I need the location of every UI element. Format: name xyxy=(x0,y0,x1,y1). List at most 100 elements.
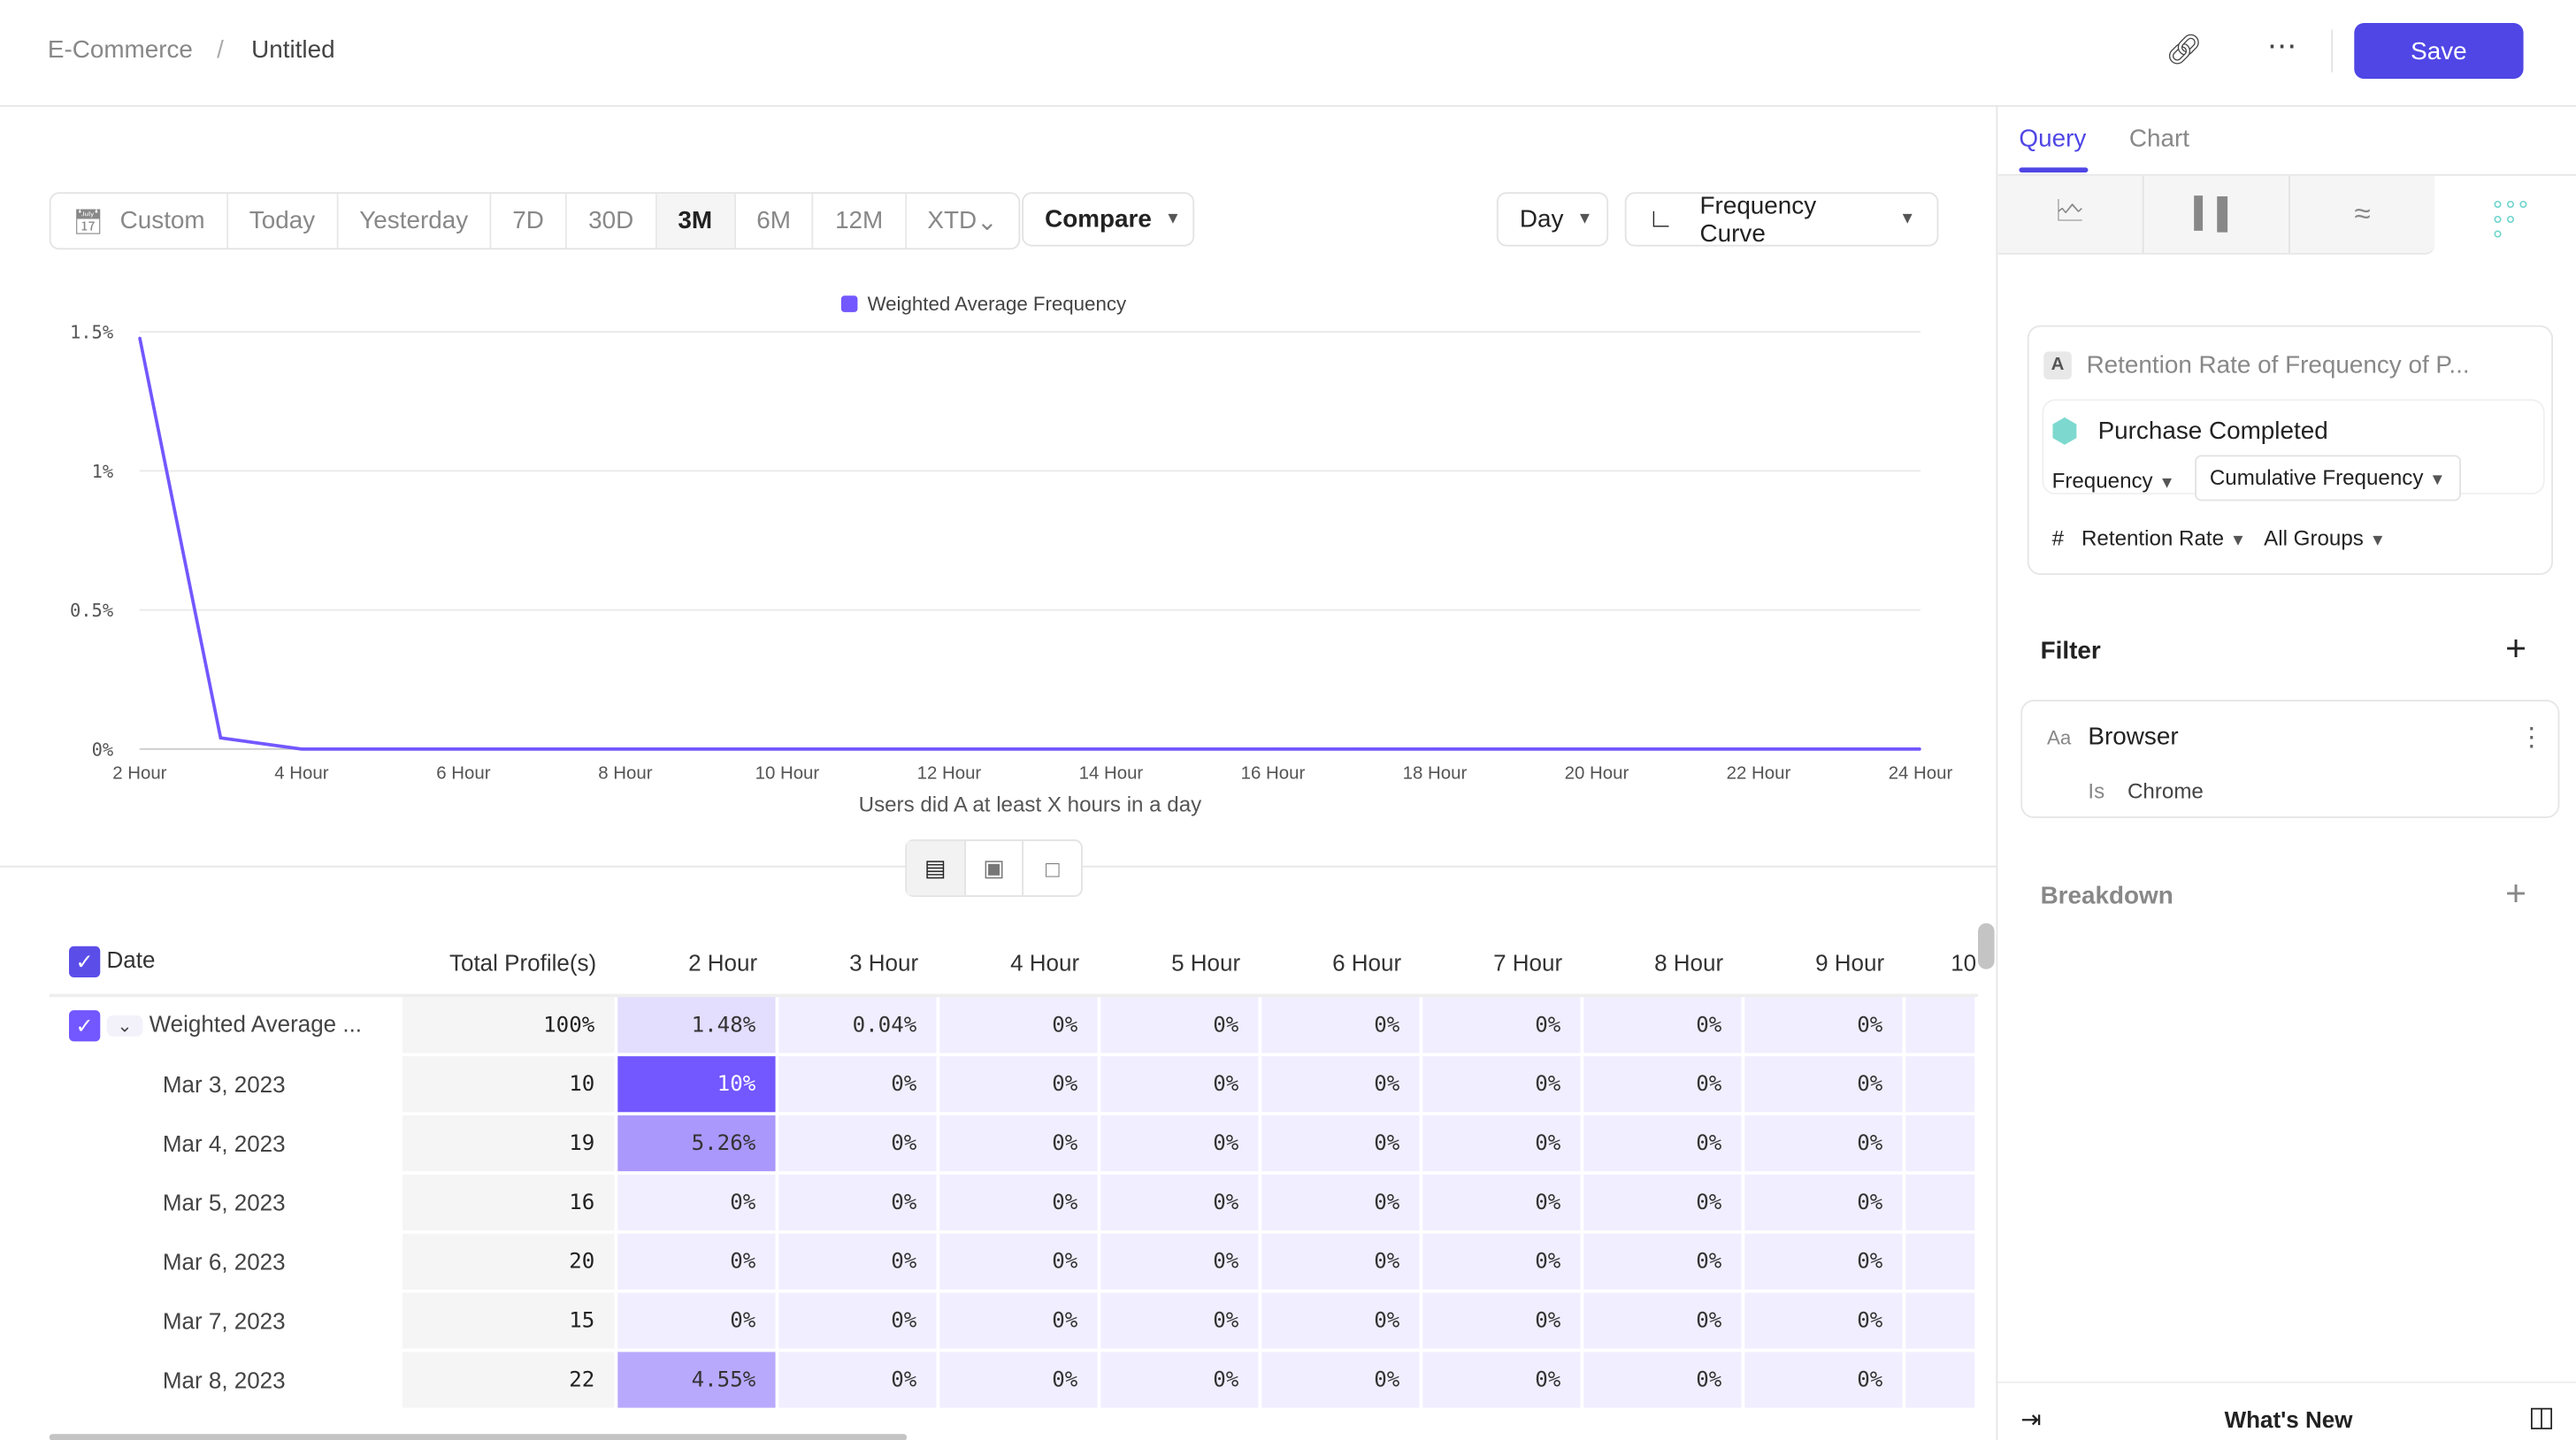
more-icon[interactable]: ⋯ xyxy=(2266,29,2297,63)
data-point[interactable] xyxy=(1434,747,1436,750)
data-point[interactable] xyxy=(138,336,141,339)
cumulative-frequency-dropdown[interactable]: Cumulative Frequency ▼ xyxy=(2195,455,2461,502)
legend-label[interactable]: Weighted Average Frequency xyxy=(868,293,1127,315)
save-button[interactable]: Save xyxy=(2354,22,2524,80)
value-cell: 0% xyxy=(1419,1350,1584,1412)
value-cell: 0% xyxy=(1097,1114,1262,1175)
date-range-xtd[interactable]: XTD ⌄ xyxy=(906,194,1018,248)
flows-icon[interactable]: ≈ xyxy=(2354,196,2371,230)
frequency-dropdown[interactable]: Frequency ▼ xyxy=(2052,468,2175,493)
x-tick-label: 20 Hour xyxy=(1565,763,1629,783)
column-header[interactable]: 5 Hour xyxy=(1099,930,1261,998)
data-point[interactable] xyxy=(867,747,870,750)
add-filter-icon[interactable]: + xyxy=(2505,627,2527,669)
data-point[interactable] xyxy=(1029,747,1031,750)
date-range-yesterday[interactable]: Yesterday xyxy=(338,194,492,249)
table-row[interactable]: ✓ ⌄ Weighted Average ... 100% 1.48% 0.04% 0%… xyxy=(49,993,1978,1057)
column-header[interactable]: 9 Hour xyxy=(1743,930,1905,998)
filter-value[interactable]: Chrome xyxy=(2127,778,2204,804)
table-row[interactable]: Mar 4, 2023 19 5.26% 0% 0% 0% 0% 0% 0% 0% xyxy=(49,1112,1978,1175)
table-row[interactable]: Mar 3, 2023 10 10% 0% 0% 0% 0% 0% 0% 0% xyxy=(49,1053,1978,1115)
total-cell: 10 xyxy=(402,1053,618,1115)
row-checkbox[interactable]: ✓ xyxy=(68,1009,101,1041)
table-row[interactable]: Mar 8, 2023 22 4.55% 0% 0% 0% 0% 0% 0% 0% xyxy=(49,1348,1978,1412)
data-point[interactable] xyxy=(1838,747,1841,750)
series-line xyxy=(138,337,1920,751)
date-range-today[interactable]: Today xyxy=(228,194,339,249)
date-range-7d[interactable]: 7D xyxy=(491,194,567,249)
tab-query[interactable]: Query xyxy=(2019,125,2087,153)
funnel-icon[interactable]: ▍▌ xyxy=(2144,175,2290,253)
column-header[interactable]: 7 Hour xyxy=(1421,930,1583,998)
data-point[interactable] xyxy=(462,747,464,750)
compare-dropdown[interactable]: Compare ▼ xyxy=(1022,192,1195,247)
data-point[interactable] xyxy=(1596,747,1598,750)
date-range-3m[interactable]: 3M xyxy=(656,194,736,249)
column-header[interactable]: 3 Hour xyxy=(777,930,939,998)
filter-card[interactable]: Aa Browser ⋮ Is Chrome xyxy=(2020,700,2560,818)
vertical-scrollbar[interactable] xyxy=(1977,923,1995,969)
date-range-12m[interactable]: 12M xyxy=(814,194,907,249)
event-name[interactable]: Purchase Completed xyxy=(2097,417,2328,446)
table-row[interactable]: Mar 7, 2023 15 0% 0% 0% 0% 0% 0% 0% 0% xyxy=(49,1289,1978,1352)
tab-chart[interactable]: Chart xyxy=(2128,125,2189,153)
data-point[interactable] xyxy=(381,747,384,750)
sidebar-toggle-icon[interactable]: ◫ xyxy=(2528,1401,2555,1433)
horizontal-scrollbar[interactable] xyxy=(49,1434,908,1440)
column-header[interactable]: 4 Hour xyxy=(938,930,1100,998)
value-cell: 0% xyxy=(1741,1172,1906,1234)
filter-property[interactable]: Browser xyxy=(2088,723,2179,751)
add-breakdown-icon[interactable]: + xyxy=(2505,872,2527,914)
column-header[interactable]: ✓ Date xyxy=(49,930,402,998)
insights-icon[interactable]: 🗠︎ xyxy=(1997,175,2144,253)
data-point[interactable] xyxy=(705,747,708,750)
breadcrumb-parent[interactable]: E-Commerce xyxy=(47,35,193,65)
select-all-checkbox[interactable]: ✓ xyxy=(68,946,101,977)
more-vertical-icon[interactable]: ⋮ xyxy=(2518,724,2545,753)
data-point[interactable] xyxy=(624,747,626,750)
table-row[interactable]: Mar 6, 2023 20 0% 0% 0% 0% 0% 0% 0% 0% xyxy=(49,1229,1978,1293)
data-point[interactable] xyxy=(786,747,788,750)
chart-type-dropdown[interactable]: ∟ Frequency Curve ▼ xyxy=(1624,191,1939,247)
column-header[interactable]: 2 Hour xyxy=(616,930,778,998)
data-point[interactable] xyxy=(543,747,546,750)
metric-title[interactable]: Retention Rate of Frequency of P... xyxy=(2086,351,2470,379)
table-row[interactable]: Mar 5, 2023 16 0% 0% 0% 0% 0% 0% 0% 0% xyxy=(49,1171,1978,1234)
data-point[interactable] xyxy=(1272,747,1274,750)
column-header[interactable]: Total Profile(s) xyxy=(402,930,617,998)
link-icon[interactable]: 🔗︎ xyxy=(2165,33,2204,66)
column-header[interactable]: 8 Hour xyxy=(1582,930,1744,998)
split-layout-icon[interactable]: ▤ xyxy=(907,840,964,896)
filter-operator[interactable]: Is xyxy=(2088,778,2105,804)
data-point[interactable] xyxy=(219,737,222,739)
date-range-30d[interactable]: 30D xyxy=(567,194,657,249)
date-range-6m[interactable]: 6M xyxy=(735,194,814,249)
data-point[interactable] xyxy=(300,747,303,750)
column-header[interactable]: 6 Hour xyxy=(1260,930,1422,998)
granularity-dropdown[interactable]: Day ▼ xyxy=(1496,192,1609,247)
value-cell: 0% xyxy=(936,1114,1101,1175)
retention-rate-dropdown[interactable]: Retention Rate ▼ xyxy=(2082,525,2246,550)
breakdown-heading: Breakdown xyxy=(2040,882,2174,910)
expand-chevron-icon[interactable]: ⌄ xyxy=(106,1015,143,1037)
groups-dropdown[interactable]: All Groups ▼ xyxy=(2264,525,2386,550)
data-point[interactable] xyxy=(1514,747,1517,750)
date-range-custom[interactable]: 📅︎ Custom xyxy=(51,194,228,249)
retention-icon[interactable]: ∘∘∘ ∘∘ ∘ xyxy=(2490,190,2530,247)
chart-only-icon[interactable]: ▣ xyxy=(963,840,1023,896)
data-point[interactable] xyxy=(1191,747,1193,750)
data-point[interactable] xyxy=(1758,747,1760,750)
whats-new-link[interactable]: What's New xyxy=(2224,1406,2353,1433)
data-point[interactable] xyxy=(1920,747,1921,750)
data-point[interactable] xyxy=(1353,747,1355,750)
data-point[interactable] xyxy=(1110,747,1112,750)
breadcrumb-current[interactable]: Untitled xyxy=(251,35,335,65)
table-only-icon[interactable]: □ xyxy=(1022,840,1081,896)
collapse-panel-icon[interactable]: ⇥ xyxy=(2020,1406,2042,1435)
value-cell: 0% xyxy=(936,995,1101,1057)
data-point[interactable] xyxy=(947,747,950,750)
column-header[interactable]: 10 xyxy=(1904,930,1977,998)
total-cell: 16 xyxy=(402,1171,618,1234)
data-point[interactable] xyxy=(1676,747,1679,750)
value-cell: 0% xyxy=(1580,1172,1745,1234)
